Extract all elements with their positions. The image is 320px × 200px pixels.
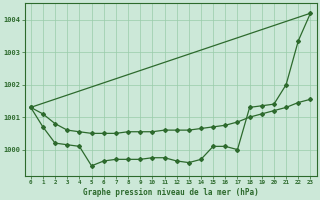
X-axis label: Graphe pression niveau de la mer (hPa): Graphe pression niveau de la mer (hPa): [83, 188, 259, 197]
